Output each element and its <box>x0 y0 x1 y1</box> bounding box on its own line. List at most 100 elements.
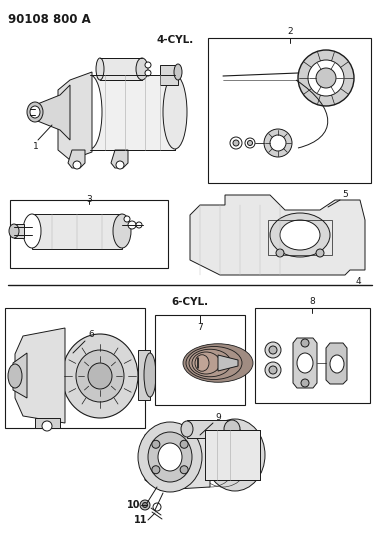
Ellipse shape <box>9 224 19 238</box>
Text: 4: 4 <box>355 277 361 286</box>
Ellipse shape <box>308 60 344 96</box>
Ellipse shape <box>180 466 188 474</box>
Ellipse shape <box>138 422 202 492</box>
Ellipse shape <box>142 503 147 507</box>
Ellipse shape <box>42 421 52 431</box>
Ellipse shape <box>158 443 182 471</box>
Polygon shape <box>190 195 365 275</box>
Ellipse shape <box>270 135 286 151</box>
Ellipse shape <box>140 500 150 510</box>
Bar <box>100 58 142 80</box>
Bar <box>187 420 232 438</box>
Text: 6-CYL.: 6-CYL. <box>171 297 209 307</box>
Ellipse shape <box>163 75 187 149</box>
Text: 5: 5 <box>342 190 348 199</box>
Ellipse shape <box>73 161 81 169</box>
Bar <box>138 350 150 400</box>
Ellipse shape <box>27 102 43 122</box>
Text: 4-CYL.: 4-CYL. <box>157 35 194 45</box>
Ellipse shape <box>8 364 22 388</box>
Ellipse shape <box>269 366 277 374</box>
Polygon shape <box>35 418 60 428</box>
Ellipse shape <box>298 50 354 106</box>
Bar <box>205 430 260 480</box>
Polygon shape <box>35 85 70 140</box>
Ellipse shape <box>116 161 124 169</box>
Polygon shape <box>293 338 317 388</box>
Ellipse shape <box>280 220 320 250</box>
Ellipse shape <box>136 58 148 80</box>
Polygon shape <box>13 353 27 398</box>
Text: 8: 8 <box>309 297 315 306</box>
Ellipse shape <box>88 363 112 389</box>
Ellipse shape <box>23 214 41 248</box>
Bar <box>32 214 122 249</box>
Ellipse shape <box>316 68 336 88</box>
Ellipse shape <box>192 352 220 374</box>
Bar <box>208 38 371 183</box>
Ellipse shape <box>144 353 156 397</box>
Ellipse shape <box>152 466 160 474</box>
Bar <box>10 200 168 268</box>
Polygon shape <box>58 72 92 160</box>
Ellipse shape <box>247 141 252 146</box>
Bar <box>255 308 370 403</box>
Ellipse shape <box>124 216 130 222</box>
Ellipse shape <box>270 213 330 257</box>
Bar <box>268 220 332 255</box>
Ellipse shape <box>181 421 193 437</box>
Text: 10: 10 <box>127 500 140 510</box>
Ellipse shape <box>316 249 324 257</box>
Ellipse shape <box>78 75 102 149</box>
Text: 3: 3 <box>86 195 92 204</box>
Text: 11: 11 <box>133 515 147 525</box>
Ellipse shape <box>153 503 161 511</box>
Ellipse shape <box>180 440 188 448</box>
Ellipse shape <box>186 346 242 379</box>
Ellipse shape <box>113 214 131 248</box>
Ellipse shape <box>145 70 151 76</box>
Ellipse shape <box>152 440 160 448</box>
Ellipse shape <box>233 140 239 146</box>
Ellipse shape <box>224 420 240 438</box>
Polygon shape <box>218 355 238 371</box>
Polygon shape <box>145 423 210 490</box>
Ellipse shape <box>301 339 309 347</box>
Ellipse shape <box>301 379 309 387</box>
Polygon shape <box>68 150 85 168</box>
Polygon shape <box>15 328 65 423</box>
Text: 2: 2 <box>287 27 293 36</box>
Ellipse shape <box>128 221 136 229</box>
Ellipse shape <box>96 58 104 80</box>
Bar <box>14 224 24 238</box>
Ellipse shape <box>136 222 142 228</box>
Ellipse shape <box>30 106 40 118</box>
Ellipse shape <box>230 137 242 149</box>
Ellipse shape <box>195 355 209 372</box>
Ellipse shape <box>148 432 192 482</box>
Text: 7: 7 <box>197 323 203 332</box>
Ellipse shape <box>189 349 231 377</box>
Ellipse shape <box>265 362 281 378</box>
Bar <box>160 65 178 85</box>
Ellipse shape <box>183 344 253 382</box>
Ellipse shape <box>76 350 124 402</box>
Bar <box>155 315 245 405</box>
Ellipse shape <box>297 353 313 373</box>
Text: 6: 6 <box>88 330 94 339</box>
Ellipse shape <box>265 342 281 358</box>
Ellipse shape <box>62 334 138 418</box>
Ellipse shape <box>330 355 344 373</box>
Text: 9: 9 <box>215 413 221 422</box>
Text: 1: 1 <box>33 142 39 151</box>
Text: 90108 800 A: 90108 800 A <box>8 13 91 26</box>
Ellipse shape <box>145 62 151 68</box>
Ellipse shape <box>276 249 284 257</box>
Bar <box>90 75 175 150</box>
Ellipse shape <box>205 419 265 491</box>
Ellipse shape <box>264 129 292 157</box>
Polygon shape <box>111 150 128 168</box>
Ellipse shape <box>174 64 182 80</box>
Ellipse shape <box>245 138 255 148</box>
Polygon shape <box>326 343 347 384</box>
